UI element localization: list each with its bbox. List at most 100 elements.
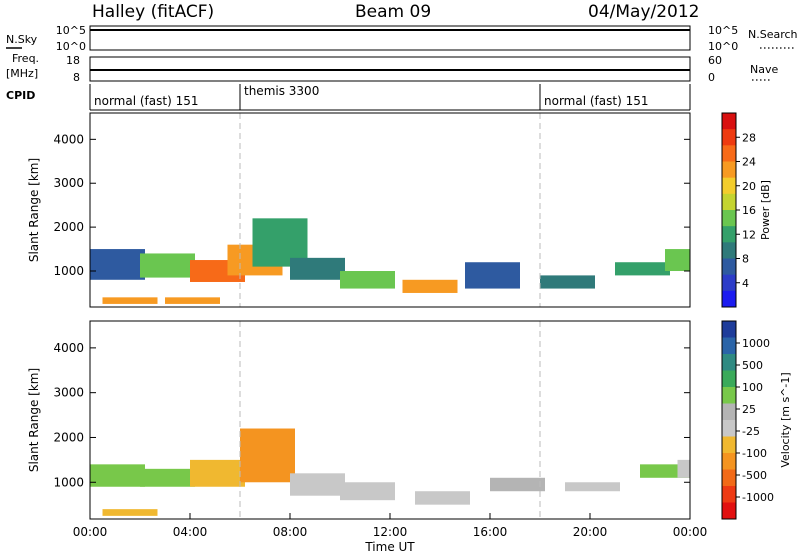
colorbar-segment — [722, 502, 736, 520]
colorbar-segment — [722, 403, 736, 421]
power-colorbar-label: Power [dB] — [759, 180, 772, 240]
colorbar-tick-label: -25 — [742, 425, 760, 438]
heatmap-cell — [677, 459, 690, 478]
noise-right-label: N.Search — [748, 28, 798, 41]
power-panel-frame — [89, 112, 691, 308]
colorbar-segment — [722, 486, 736, 503]
y-tick-label: 3000 — [53, 386, 84, 400]
colorbar-tick-label: -500 — [742, 469, 767, 482]
x-axis: 00:00 04:00 08:00 12:00 16:00 20:00 00:00 — [73, 513, 708, 539]
freq-left-tick-top: 18 — [66, 54, 80, 67]
heatmap-cell — [90, 464, 145, 487]
x-tick-label: 20:00 — [573, 525, 608, 539]
colorbar-segment — [722, 145, 736, 162]
freq-left-label-line1: Freq. — [12, 52, 39, 65]
heatmap-cell — [290, 473, 345, 496]
heatmap-cell — [140, 468, 195, 487]
heatmap-cell — [240, 428, 295, 483]
colorbar-tick-label: -100 — [742, 447, 767, 460]
heatmap-cell — [290, 257, 345, 280]
heatmap-cell — [490, 477, 545, 492]
freq-strip: Freq. [MHz] 18 8 60 0 Nave — [6, 52, 778, 84]
x-tick-label: 00:00 — [673, 525, 708, 539]
heatmap-cell — [615, 262, 670, 276]
colorbar-segment — [722, 453, 736, 470]
heatmap-cell — [665, 249, 690, 272]
x-tick-label: 08:00 — [273, 525, 308, 539]
colorbar-segment — [722, 354, 736, 371]
colorbar-segment — [722, 226, 736, 243]
x-axis-title: Time UT — [364, 540, 415, 554]
colorbar-tick-label: -1000 — [742, 491, 774, 504]
y-tick-label: 3000 — [53, 176, 84, 190]
heatmap-cell — [90, 249, 145, 280]
noise-left-tick-top: 10^5 — [56, 24, 86, 37]
heatmap-cell — [340, 271, 395, 289]
station-title: Halley (fitACF) — [92, 2, 214, 22]
freq-right-label: Nave — [750, 63, 778, 76]
x-tick-label: 16:00 — [473, 525, 508, 539]
colorbar-segment — [722, 290, 736, 308]
y-tick-label: 1000 — [53, 264, 84, 278]
heatmap-cell — [140, 253, 195, 278]
heatmap-cell — [402, 279, 458, 293]
power-panel: Slant Range [km] 1000 2000 3000 4000 28 24 20… — [27, 112, 772, 308]
cpid-strip: CPID normal (fast) 151 themis 3300 normal … — [6, 84, 691, 111]
noise-left-tick-bottom: 10^0 — [56, 40, 86, 53]
power-ylabel: Slant Range [km] — [27, 158, 41, 262]
colorbar-tick-label: 16 — [742, 204, 756, 217]
colorbar-tick-label: 20 — [742, 180, 756, 193]
colorbar-segment — [722, 436, 736, 454]
colorbar-segment — [722, 242, 736, 259]
y-tick-label: 2000 — [53, 430, 84, 444]
colorbar-segment — [722, 321, 736, 338]
heatmap-cell — [190, 459, 245, 487]
heatmap-cell — [415, 491, 470, 505]
colorbar-segment — [722, 370, 736, 388]
colorbar-segment — [722, 337, 736, 355]
cpid-segment-label: normal (fast) 151 — [94, 94, 198, 108]
colorbar-segment — [722, 420, 736, 437]
colorbar-tick-label: 28 — [742, 131, 756, 144]
x-tick-label: 00:00 — [73, 525, 108, 539]
heatmap-cell — [465, 262, 520, 289]
heatmap-cell — [565, 482, 620, 492]
colorbar-segment — [722, 129, 736, 146]
colorbar-segment — [722, 258, 736, 276]
colorbar-segment — [722, 210, 736, 227]
y-tick-label: 4000 — [53, 341, 84, 355]
freq-left-tick-bottom: 8 — [73, 71, 80, 84]
colorbar-segment — [722, 193, 736, 211]
colorbar-tick-label: 8 — [742, 253, 749, 266]
colorbar-segment — [722, 387, 736, 404]
y-tick-label: 1000 — [53, 475, 84, 489]
noise-right-tick-bottom: 10^0 — [708, 40, 738, 53]
colorbar-frame — [721, 320, 737, 520]
heatmap-cell — [102, 509, 158, 516]
y-tick-label: 2000 — [53, 220, 84, 234]
noise-left-label: N.Sky — [6, 33, 38, 46]
colorbar-tick-label: 500 — [742, 359, 763, 372]
cpid-segment-label: normal (fast) 151 — [544, 94, 648, 108]
colorbar-tick-label: 12 — [742, 228, 756, 241]
x-tick-label: 12:00 — [373, 525, 408, 539]
beam-title: Beam 09 — [355, 2, 431, 22]
x-tick-label: 04:00 — [173, 525, 208, 539]
colorbar-tick-label: 24 — [742, 156, 756, 169]
colorbar-tick-label: 4 — [742, 277, 749, 290]
freq-right-tick-top: 60 — [708, 54, 722, 67]
noise-strip-frame — [89, 25, 691, 51]
freq-right-tick-bottom: 0 — [708, 71, 715, 84]
colorbar-segment — [722, 161, 736, 179]
colorbar-tick-label: 25 — [742, 403, 756, 416]
colorbar-segment — [722, 113, 736, 130]
noise-right-tick-top: 10^5 — [708, 24, 738, 37]
velocity-colorbar-label: Velocity [m s^-1] — [779, 372, 792, 467]
colorbar-tick-label: 1000 — [742, 337, 770, 350]
heatmap-cell — [540, 275, 595, 289]
noise-strip: N.Sky 10^5 10^0 10^5 10^0 N.Search — [6, 24, 798, 53]
cpid-label: CPID — [6, 89, 35, 102]
cpid-segment-label: themis 3300 — [244, 84, 319, 98]
colorbar-segment — [722, 274, 736, 292]
